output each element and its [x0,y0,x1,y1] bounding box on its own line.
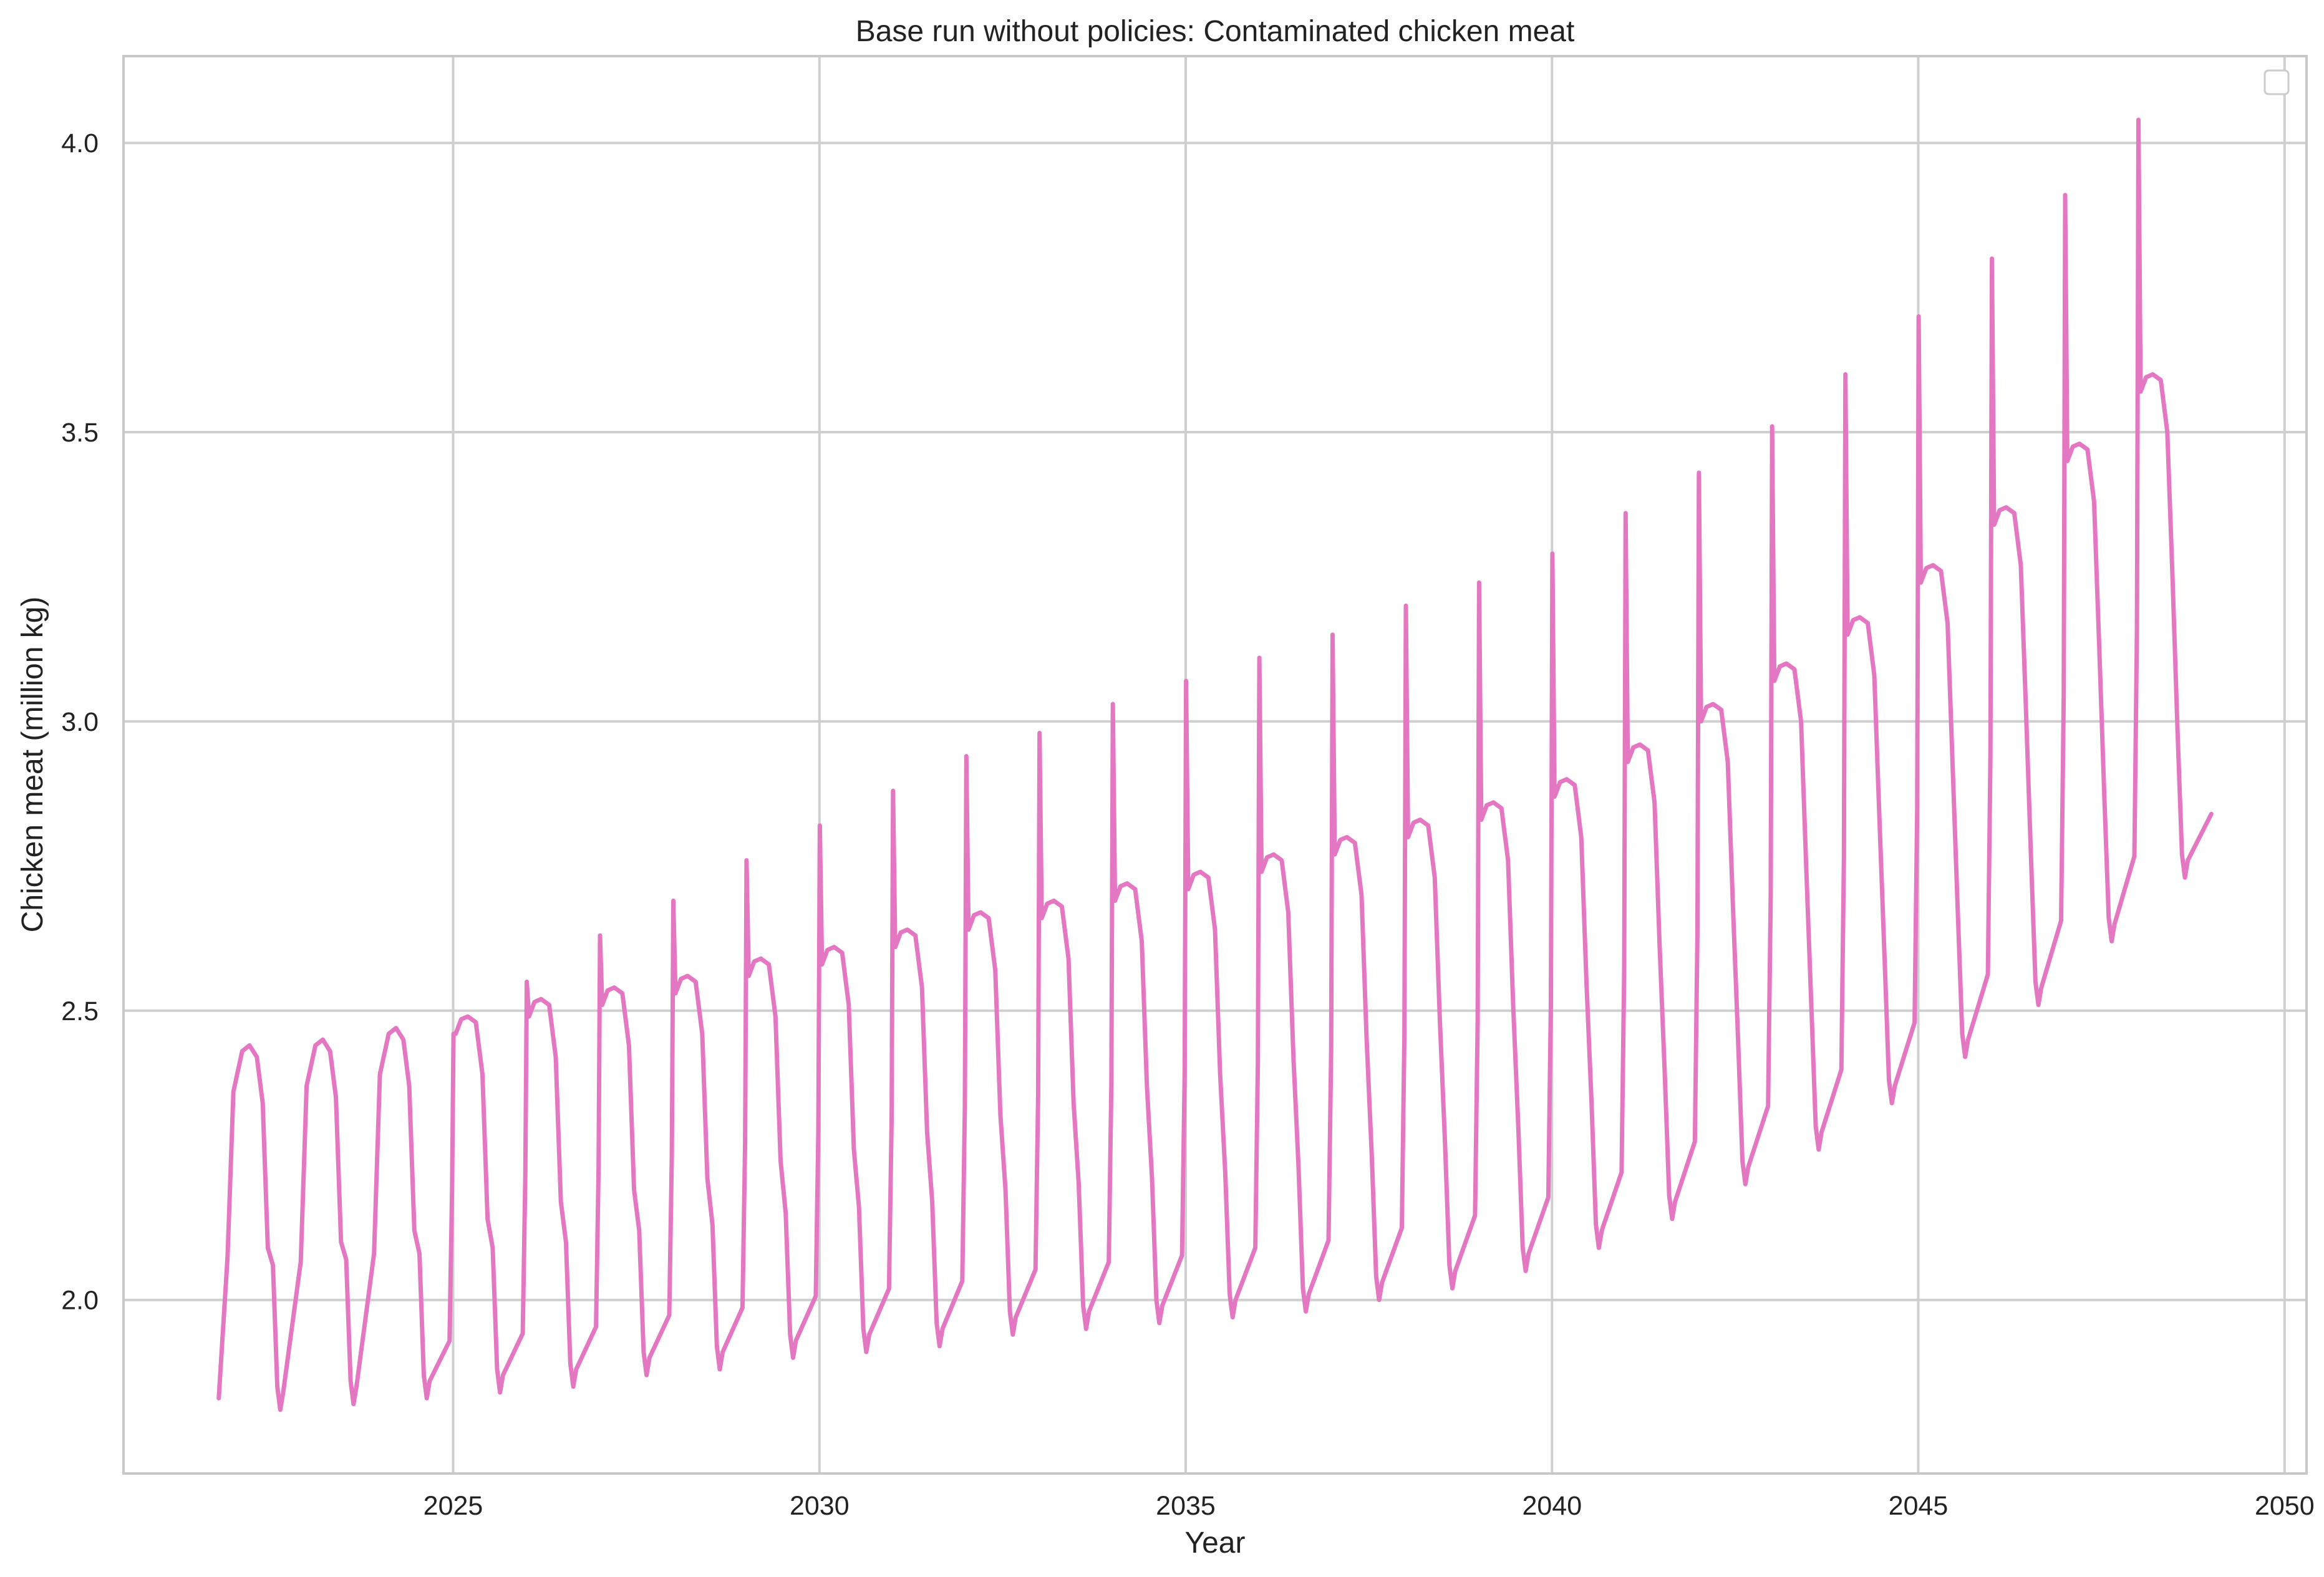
x-axis-ticks: 2025 2030 2035 2040 2045 2050 [424,1491,2315,1521]
y-tick-label: 2.5 [61,996,99,1026]
x-tick-label: 2035 [1156,1491,1216,1521]
y-axis-ticks: 2.0 2.5 3.0 3.5 4.0 [61,128,99,1316]
x-tick-label: 2040 [1522,1491,1582,1521]
x-tick-label: 2025 [424,1491,483,1521]
chart-title: Base run without policies: Contaminated … [856,15,1575,48]
x-tick-label: 2030 [790,1491,850,1521]
y-tick-label: 3.5 [61,418,99,448]
plot-frame [122,55,2308,1475]
x-tick-label: 2050 [2255,1491,2315,1521]
y-axis-label: Chicken meat (million kg) [16,597,49,933]
x-tick-label: 2045 [1889,1491,1949,1521]
x-axis-label: Year [1185,1526,1246,1560]
y-tick-label: 2.0 [61,1286,99,1316]
legend [2263,69,2290,95]
y-tick-label: 3.0 [61,707,99,737]
series-line [216,117,2214,1412]
y-tick-label: 4.0 [61,128,99,158]
series-layer [216,117,2214,1412]
